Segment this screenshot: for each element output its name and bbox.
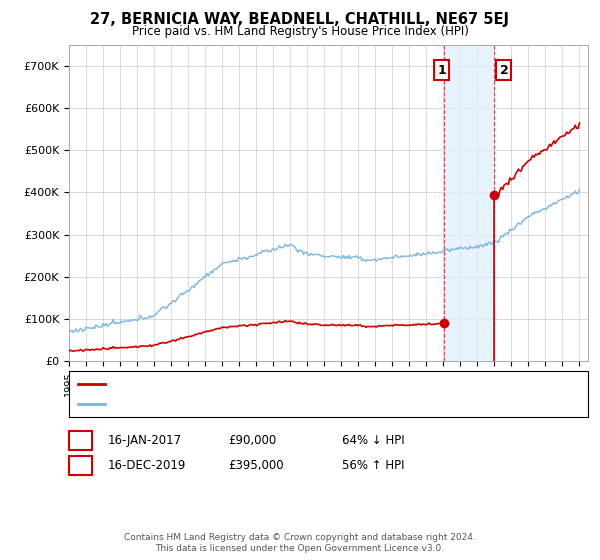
Text: 2: 2 (500, 64, 508, 77)
Text: 16-JAN-2017: 16-JAN-2017 (108, 434, 182, 447)
Text: £395,000: £395,000 (228, 459, 284, 473)
Text: 27, BERNICIA WAY, BEADNELL, CHATHILL, NE67 5EJ (detached house): 27, BERNICIA WAY, BEADNELL, CHATHILL, NE… (110, 379, 470, 389)
Text: 1: 1 (437, 64, 446, 77)
Text: Contains HM Land Registry data © Crown copyright and database right 2024.
This d: Contains HM Land Registry data © Crown c… (124, 533, 476, 553)
Text: 27, BERNICIA WAY, BEADNELL, CHATHILL, NE67 5EJ: 27, BERNICIA WAY, BEADNELL, CHATHILL, NE… (91, 12, 509, 27)
Bar (444, 45, 494, 361)
Text: £90,000: £90,000 (228, 434, 276, 447)
Text: 56% ↑ HPI: 56% ↑ HPI (342, 459, 404, 473)
Text: 64% ↓ HPI: 64% ↓ HPI (342, 434, 404, 447)
Text: 2: 2 (76, 459, 85, 473)
Text: Price paid vs. HM Land Registry's House Price Index (HPI): Price paid vs. HM Land Registry's House … (131, 25, 469, 38)
Text: 16-DEC-2019: 16-DEC-2019 (108, 459, 187, 473)
Text: HPI: Average price, detached house, Northumberland: HPI: Average price, detached house, Nort… (110, 399, 389, 409)
Text: 1: 1 (76, 434, 85, 447)
